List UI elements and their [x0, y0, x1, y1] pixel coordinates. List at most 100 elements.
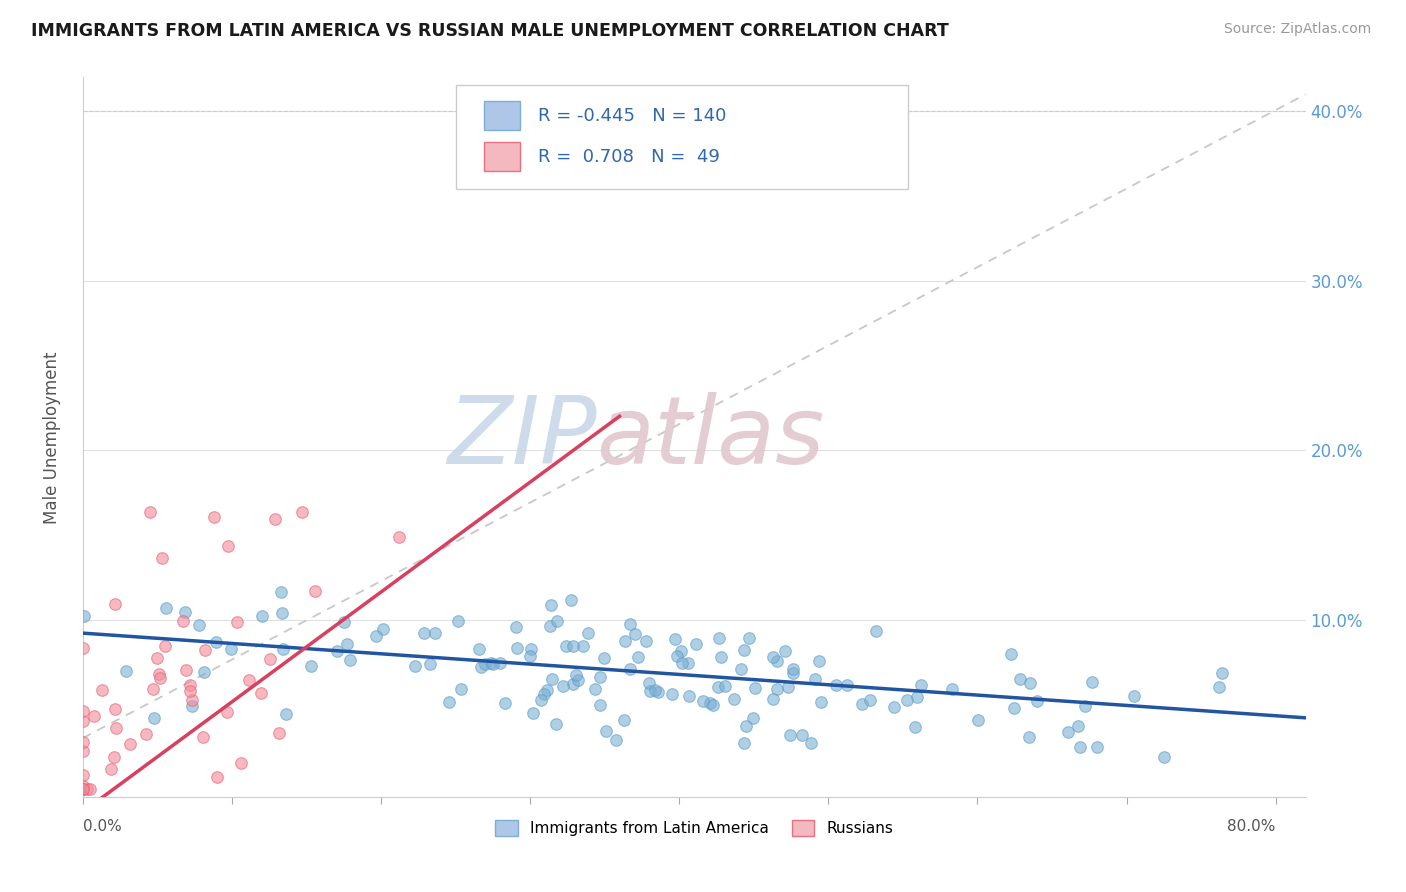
Point: [219, 642, 242, 657]
Point: [1081, 674, 1104, 689]
Point: [72, 782, 94, 797]
Point: [766, 681, 789, 696]
Point: [120, 737, 142, 751]
Point: [1074, 698, 1097, 713]
Point: [624, 626, 647, 640]
Point: [179, 678, 201, 692]
Point: [665, 648, 688, 663]
Point: [540, 599, 562, 613]
Point: [804, 672, 827, 686]
Point: [941, 681, 963, 696]
Point: [522, 706, 544, 720]
Point: [595, 723, 617, 738]
Point: [412, 625, 434, 640]
Point: [104, 597, 127, 611]
Point: [72, 779, 94, 793]
Text: R = -0.445   N = 140: R = -0.445 N = 140: [537, 107, 725, 125]
Point: [450, 681, 472, 696]
Point: [1208, 680, 1230, 694]
Point: [520, 642, 543, 657]
Point: [810, 695, 832, 709]
Point: [1067, 718, 1090, 732]
Point: [79, 782, 101, 797]
Point: [762, 650, 785, 665]
Point: [904, 720, 927, 734]
Point: [180, 693, 202, 707]
Point: [72, 768, 94, 782]
Point: [76, 782, 98, 797]
Point: [669, 643, 692, 657]
Point: [339, 653, 361, 667]
Point: [150, 551, 173, 566]
Point: [388, 530, 411, 544]
Point: [560, 592, 582, 607]
Point: [148, 666, 170, 681]
Point: [506, 641, 529, 656]
Point: [572, 639, 595, 653]
Point: [291, 505, 314, 519]
Point: [205, 770, 228, 784]
Point: [865, 624, 887, 638]
Point: [741, 711, 763, 725]
Point: [567, 673, 589, 687]
Point: [730, 663, 752, 677]
Point: [1002, 700, 1025, 714]
Point: [589, 670, 612, 684]
Point: [824, 678, 846, 692]
Point: [714, 680, 737, 694]
Point: [231, 756, 253, 770]
Point: [333, 615, 356, 629]
Point: [259, 652, 281, 666]
Point: [115, 664, 138, 678]
Point: [1026, 694, 1049, 708]
Point: [181, 698, 204, 713]
Point: [576, 626, 599, 640]
Text: R =  0.708   N =  49: R = 0.708 N = 49: [537, 148, 720, 166]
Point: [678, 656, 700, 670]
Point: [661, 687, 683, 701]
Point: [707, 631, 730, 645]
Point: [72, 705, 94, 719]
Point: [404, 659, 426, 673]
Point: [1000, 648, 1022, 662]
Point: [494, 697, 516, 711]
Point: [325, 644, 347, 658]
Point: [100, 762, 122, 776]
Point: [423, 625, 446, 640]
Point: [588, 698, 610, 713]
Point: [565, 667, 588, 681]
Point: [765, 654, 787, 668]
Point: [267, 726, 290, 740]
Point: [273, 642, 295, 657]
Point: [562, 676, 585, 690]
Point: [779, 728, 801, 742]
FancyBboxPatch shape: [484, 101, 520, 130]
Point: [554, 639, 576, 653]
Point: [638, 684, 661, 698]
Point: [671, 657, 693, 671]
Point: [905, 690, 928, 705]
Text: IMMIGRANTS FROM LATIN AMERICA VS RUSSIAN MALE UNEMPLOYMENT CORRELATION CHART: IMMIGRANTS FROM LATIN AMERICA VS RUSSIAN…: [31, 22, 949, 40]
Point: [562, 639, 585, 653]
Point: [194, 643, 217, 657]
Point: [678, 689, 700, 703]
Point: [664, 632, 686, 647]
Point: [614, 633, 637, 648]
Text: 80.0%: 80.0%: [1227, 820, 1275, 835]
Text: 0.0%: 0.0%: [83, 820, 121, 835]
Point: [685, 637, 707, 651]
Point: [467, 642, 489, 657]
Point: [762, 692, 785, 706]
Point: [139, 505, 162, 519]
Point: [644, 682, 666, 697]
Point: [538, 619, 561, 633]
Point: [896, 693, 918, 707]
Point: [104, 702, 127, 716]
Point: [883, 699, 905, 714]
Point: [519, 649, 541, 664]
Point: [706, 680, 728, 694]
Point: [583, 682, 606, 697]
Point: [264, 512, 287, 526]
Point: [419, 657, 441, 671]
Point: [967, 713, 990, 727]
